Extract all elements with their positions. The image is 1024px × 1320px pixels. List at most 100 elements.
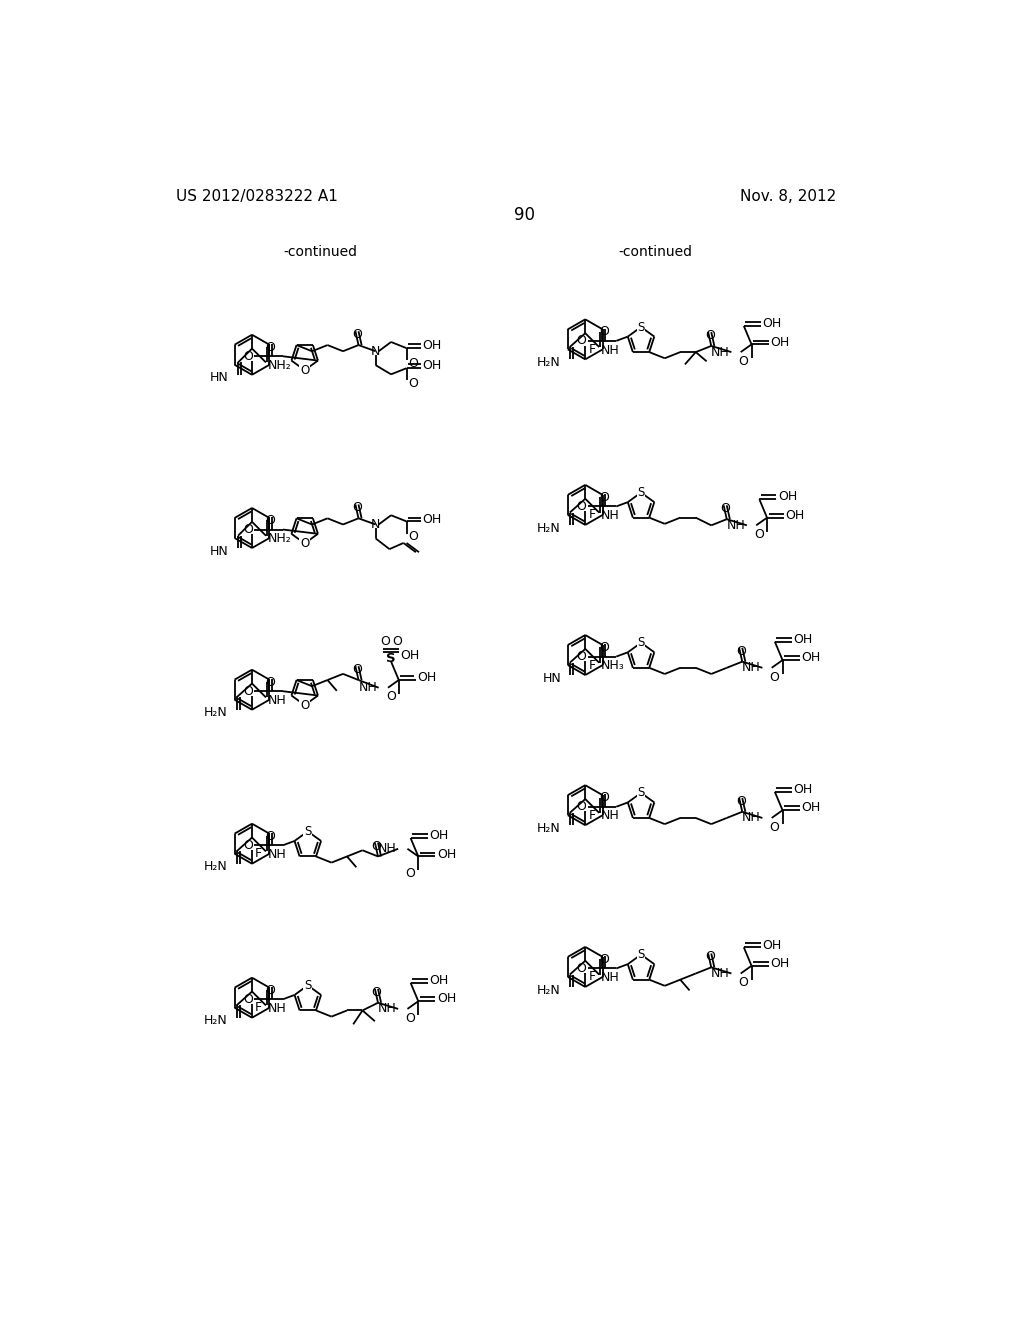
Text: NH₂: NH₂ <box>267 532 291 545</box>
Text: O: O <box>409 531 418 544</box>
Text: O: O <box>754 528 764 541</box>
Text: HN: HN <box>210 545 228 557</box>
Text: O: O <box>409 356 418 370</box>
Text: O: O <box>720 502 730 515</box>
Text: O: O <box>352 502 361 515</box>
Text: OH: OH <box>418 671 436 684</box>
Text: OH: OH <box>422 359 441 372</box>
Text: H₂N: H₂N <box>537 356 560 370</box>
Text: O: O <box>770 671 779 684</box>
Text: O: O <box>265 341 275 354</box>
Text: NH₃: NH₃ <box>601 659 625 672</box>
Text: OH: OH <box>429 974 449 987</box>
Text: O: O <box>300 537 309 550</box>
Text: F: F <box>255 1001 262 1014</box>
Text: O: O <box>599 642 609 655</box>
Text: OH: OH <box>801 801 820 814</box>
Text: O: O <box>736 795 745 808</box>
Text: OH: OH <box>794 783 813 796</box>
Text: O: O <box>392 635 402 648</box>
Text: O: O <box>265 830 275 843</box>
Text: O: O <box>265 676 275 689</box>
Text: O: O <box>265 983 275 997</box>
Text: Nov. 8, 2012: Nov. 8, 2012 <box>740 189 837 205</box>
Text: HN: HN <box>544 672 562 685</box>
Text: O: O <box>409 378 418 391</box>
Text: F: F <box>588 343 595 356</box>
Text: O: O <box>265 515 275 527</box>
Text: O: O <box>577 649 587 663</box>
Text: NH: NH <box>267 847 287 861</box>
Text: OH: OH <box>437 993 456 1006</box>
Text: HN: HN <box>210 371 228 384</box>
Text: NH₂: NH₂ <box>267 359 291 372</box>
Text: O: O <box>372 986 381 999</box>
Text: NH: NH <box>711 968 730 979</box>
Text: S: S <box>637 787 645 800</box>
Text: H₂N: H₂N <box>537 521 560 535</box>
Text: O: O <box>577 500 587 513</box>
Text: H₂N: H₂N <box>537 822 560 834</box>
Text: NH: NH <box>742 812 761 825</box>
Text: F: F <box>588 809 595 822</box>
Text: NH: NH <box>601 972 620 985</box>
Text: O: O <box>599 953 609 966</box>
Text: H₂N: H₂N <box>204 706 227 719</box>
Text: O: O <box>352 663 361 676</box>
Text: S: S <box>637 948 645 961</box>
Text: O: O <box>352 329 361 341</box>
Text: F: F <box>588 970 595 983</box>
Text: O: O <box>577 334 587 347</box>
Text: 90: 90 <box>514 206 536 224</box>
Text: OH: OH <box>785 508 805 521</box>
Text: NH: NH <box>727 519 745 532</box>
Text: O: O <box>577 962 587 975</box>
Text: S: S <box>386 652 396 665</box>
Text: H₂N: H₂N <box>204 861 227 874</box>
Text: O: O <box>577 800 587 813</box>
Text: O: O <box>243 685 253 698</box>
Text: F: F <box>255 847 262 861</box>
Text: O: O <box>705 950 715 964</box>
Text: OH: OH <box>794 632 813 645</box>
Text: OH: OH <box>770 335 790 348</box>
Text: OH: OH <box>778 490 797 503</box>
Text: S: S <box>637 636 645 649</box>
Text: S: S <box>637 321 645 334</box>
Text: NH: NH <box>267 694 287 708</box>
Text: NH: NH <box>267 1002 287 1015</box>
Text: OH: OH <box>400 649 420 661</box>
Text: NH: NH <box>378 1002 396 1015</box>
Text: O: O <box>736 644 745 657</box>
Text: O: O <box>300 698 309 711</box>
Text: O: O <box>243 523 253 536</box>
Text: F: F <box>588 659 595 672</box>
Text: O: O <box>770 821 779 834</box>
Text: S: S <box>304 825 311 838</box>
Text: O: O <box>380 635 390 648</box>
Text: S: S <box>304 979 311 991</box>
Text: O: O <box>386 690 395 704</box>
Text: OH: OH <box>770 957 790 970</box>
Text: O: O <box>243 350 253 363</box>
Text: O: O <box>243 993 253 1006</box>
Text: NH: NH <box>742 661 761 675</box>
Text: OH: OH <box>422 339 441 352</box>
Text: O: O <box>738 977 749 989</box>
Text: NH: NH <box>711 346 730 359</box>
Text: OH: OH <box>763 317 781 330</box>
Text: O: O <box>705 329 715 342</box>
Text: O: O <box>406 867 415 880</box>
Text: NH: NH <box>601 809 620 822</box>
Text: O: O <box>599 491 609 504</box>
Text: N: N <box>371 517 380 531</box>
Text: N: N <box>371 345 380 358</box>
Text: H₂N: H₂N <box>537 983 560 997</box>
Text: F: F <box>588 508 595 521</box>
Text: O: O <box>372 840 381 853</box>
Text: OH: OH <box>801 651 820 664</box>
Text: O: O <box>300 363 309 376</box>
Text: US 2012/0283222 A1: US 2012/0283222 A1 <box>176 189 338 205</box>
Text: OH: OH <box>437 847 456 861</box>
Text: -continued: -continued <box>284 246 357 259</box>
